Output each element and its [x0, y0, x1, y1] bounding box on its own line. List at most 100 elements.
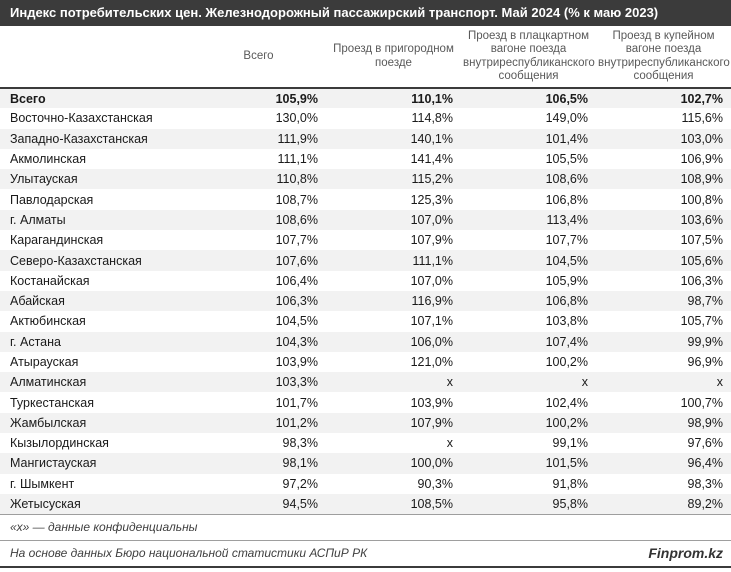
value-cell: 91,8% [552, 476, 588, 491]
value-cell: 100,8% [680, 192, 723, 207]
value-cell: 102,4% [545, 395, 588, 410]
table-row: Карагандинская 107,7% 107,9% 107,7% 107,5% [0, 230, 731, 250]
value-cell: 105,5% [545, 152, 588, 167]
region-cell: Кызылординская [10, 436, 109, 451]
table-row: Мангистауская 98,1% 100,0% 101,5% 96,4% [0, 453, 731, 474]
value-cell: 149,0% [545, 111, 588, 126]
value-cell: 121,0% [410, 355, 453, 369]
table-row: г. Алматы 108,6% 107,0% 113,4% 103,6% [0, 209, 731, 231]
table-row: г. Шымкент 97,2% 90,3% 91,8% 98,3% [0, 474, 731, 494]
region-cell: Западно-Казахстанская [10, 131, 148, 146]
column-header-1: Всего [191, 26, 326, 89]
region-cell: г. Шымкент [10, 476, 75, 491]
value-cell: 140,1% [410, 131, 453, 146]
value-cell: 114,8% [411, 111, 453, 126]
table-row: Акмолинская 111,1% 141,4% 105,5% 106,9% [0, 149, 731, 169]
cpi-table: Всего Проезд в пригородном поезде Проезд в… [0, 26, 731, 515]
value-cell: 115,6% [681, 111, 723, 126]
value-cell: 107,0% [410, 212, 453, 227]
region-cell: Павлодарская [10, 192, 94, 207]
region-cell: г. Астана [10, 334, 61, 349]
value-cell: 115,2% [411, 172, 453, 187]
value-cell: 102,7% [680, 91, 723, 106]
value-cell: 107,9% [410, 415, 453, 430]
value-cell: 110,8% [276, 172, 318, 187]
region-cell: Жетысуская [10, 497, 81, 512]
table-row: Улытауская 110,8% 115,2% 108,6% 108,9% [0, 169, 731, 190]
value-cell: 99,9% [687, 334, 723, 349]
table-row: Всего 105,9% 110,1% 106,5% 102,7% [0, 88, 731, 109]
value-cell: 113,4% [546, 212, 588, 227]
value-cell: 106,0% [410, 334, 453, 349]
value-cell: 103,0% [680, 131, 723, 146]
region-cell: Актюбинская [10, 314, 86, 329]
region-cell: Улытауская [10, 172, 78, 187]
table-row: Алматинская 103,3% x x x [0, 372, 731, 393]
value-cell: 100,2% [545, 355, 588, 369]
value-cell: 106,3% [680, 273, 723, 288]
table-body: Всего 105,9% 110,1% 106,5% 102,7% Восточно-Ка… [0, 88, 731, 515]
value-cell: x [716, 375, 723, 390]
value-cell: 108,7% [275, 192, 318, 207]
value-cell: 108,9% [680, 172, 723, 187]
value-cell: 104,5% [275, 314, 318, 329]
region-cell: Мангистауская [10, 456, 97, 471]
value-cell: 107,4% [545, 334, 588, 349]
value-cell: 97,2% [282, 476, 318, 491]
value-cell: 101,5% [545, 456, 588, 471]
table-row: Абайская 106,3% 116,9% 106,8% 98,7% [0, 290, 731, 312]
source-note: На основе данных Бюро национальной стати… [10, 546, 368, 561]
table-row: Восточно-Казахстанская 130,0% 114,8% 149,0%… [0, 108, 731, 128]
value-cell: 105,9% [545, 273, 588, 288]
region-cell: Атырауская [10, 355, 79, 369]
table-row: Жамбылская 101,2% 107,9% 100,2% 98,9% [0, 412, 731, 434]
table-row: Кызылординская 98,3% x 99,1% 97,6% [0, 433, 731, 453]
value-cell: 111,1% [412, 253, 453, 268]
value-cell: 99,1% [552, 436, 588, 451]
value-cell: 103,3% [275, 375, 318, 390]
value-cell: 100,7% [680, 395, 723, 410]
value-cell: 107,9% [410, 233, 453, 248]
value-cell: 107,6% [275, 253, 318, 268]
value-cell: 130,0% [275, 111, 318, 126]
value-cell: 108,6% [275, 212, 318, 227]
value-cell: 106,4% [275, 273, 318, 288]
value-cell: x [581, 375, 588, 390]
value-cell: 98,7% [687, 294, 723, 309]
value-cell: x [446, 375, 453, 390]
region-cell: Костанайская [10, 273, 90, 288]
value-cell: 89,2% [687, 497, 723, 512]
value-cell: x [446, 436, 453, 451]
region-cell: Жамбылская [10, 415, 87, 430]
value-cell: 100,2% [545, 415, 588, 430]
value-cell: 106,3% [275, 294, 318, 309]
table-header: Всего Проезд в пригородном поезде Проезд в… [0, 26, 731, 89]
region-cell: Туркестанская [10, 395, 94, 410]
confidential-footnote: «х» — данные конфиденциальны [0, 514, 731, 540]
value-cell: 90,3% [417, 476, 453, 491]
table-row: Туркестанская 101,7% 103,9% 102,4% 100,7% [0, 392, 731, 412]
value-cell: 110,1% [411, 91, 453, 106]
brand-logo: Finprom.kz [648, 545, 723, 562]
value-cell: 100,0% [410, 456, 453, 471]
value-cell: 106,8% [545, 192, 588, 207]
value-cell: 96,9% [687, 355, 723, 369]
value-cell: 97,6% [687, 436, 723, 451]
value-cell: 107,7% [275, 233, 318, 248]
value-cell: 104,5% [545, 253, 588, 268]
region-cell: Абайская [10, 294, 65, 309]
value-cell: 94,5% [282, 497, 318, 512]
value-cell: 108,6% [545, 172, 588, 187]
value-cell: 111,1% [277, 152, 318, 167]
value-cell: 101,4% [545, 131, 588, 146]
value-cell: 103,8% [545, 314, 588, 329]
value-cell: 106,8% [545, 294, 588, 309]
value-cell: 101,7% [275, 395, 318, 410]
value-cell: 104,3% [275, 334, 318, 349]
table-row: Северо-Казахстанская 107,6% 111,1% 104,5% 10… [0, 250, 731, 271]
value-cell: 108,5% [410, 497, 453, 512]
column-header-4: Проезд в купейном вагоне поезда внутрире… [596, 26, 731, 89]
value-cell: 105,6% [680, 253, 723, 268]
column-header-region [0, 26, 191, 89]
